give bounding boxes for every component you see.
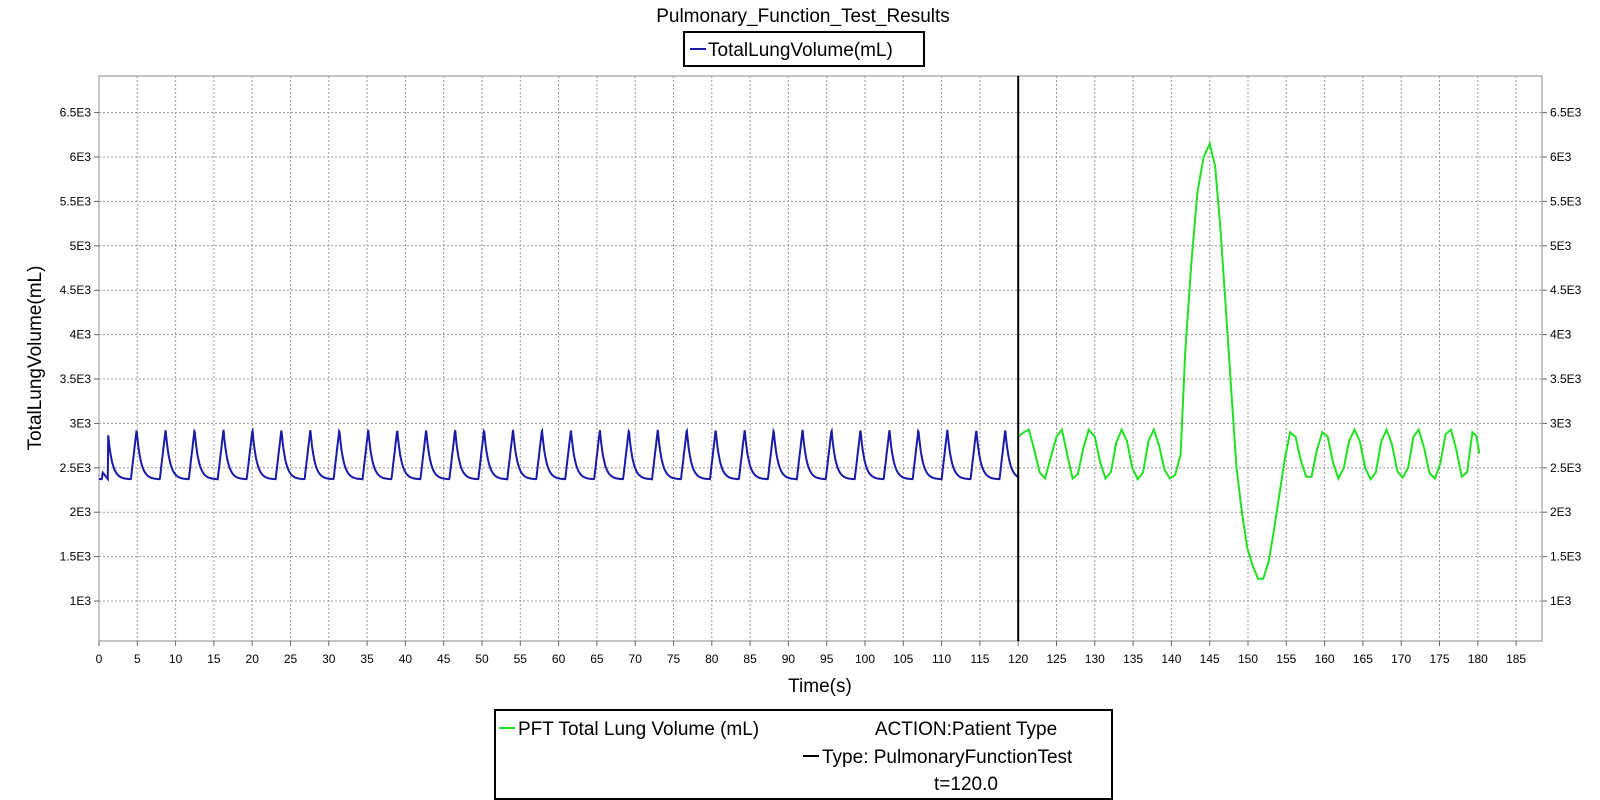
x-tick-label: 160 — [1315, 652, 1335, 666]
y-tick-label-right: 5.5E3 — [1550, 194, 1582, 208]
y-tick-label-left: 4.5E3 — [60, 283, 92, 297]
y-tick-label-left: 5.5E3 — [60, 194, 92, 208]
y-tick-label-right: 3E3 — [1550, 416, 1572, 430]
x-tick-label: 140 — [1161, 652, 1181, 666]
x-tick-label: 110 — [932, 652, 951, 666]
x-tick-label: 155 — [1276, 652, 1296, 666]
x-tick-label: 0 — [96, 652, 103, 666]
x-tick-label: 180 — [1468, 652, 1488, 666]
y-tick-label-left: 3.5E3 — [60, 372, 92, 386]
x-tick-label: 90 — [782, 652, 796, 666]
y-tick-label-left: 3E3 — [70, 416, 92, 430]
y-axis-left: 1E3 1.5E3 2E3 2.5E3 3E3 3.5E3 4E3 4.5E3 5E3 5.5E3… — [60, 106, 99, 608]
y-tick-label-left: 6.5E3 — [60, 106, 92, 120]
y-axis-right: 1E3 1.5E3 2E3 2.5E3 3E3 3.5E3 4E3 4.5E3 5E3 5.5E3… — [1542, 106, 1582, 608]
plot-area — [98, 75, 1543, 642]
x-tick-label: 95 — [820, 652, 834, 666]
grid — [98, 76, 1542, 641]
x-tick-label: 80 — [705, 652, 719, 666]
y-tick-label-left: 1.5E3 — [60, 550, 92, 564]
y-tick-label-right: 1.5E3 — [1550, 550, 1582, 564]
y-tick-label-right: 2E3 — [1550, 505, 1572, 519]
x-tick-label: 150 — [1238, 652, 1258, 666]
x-tick-label: 10 — [169, 652, 183, 666]
x-tick-label: 35 — [360, 652, 374, 666]
bottom-legend-action-line2: Type: PulmonaryFunctionTest — [822, 747, 1073, 768]
series-total-lung-volume-line — [98, 427, 1019, 482]
x-axis: 0 5 10 15 20 25 30 35 40 45 50 55 60 65 70 75 80 85 90 95 10… — [96, 641, 1526, 666]
x-tick-label: 65 — [590, 652, 604, 666]
top-legend-box — [683, 31, 925, 67]
x-tick-label: 45 — [437, 652, 451, 666]
bottom-legend-pft-label: PFT Total Lung Volume (mL) — [518, 719, 759, 740]
x-tick-label: 135 — [1123, 652, 1143, 666]
y-tick-label-left: 1E3 — [70, 594, 92, 608]
y-tick-label-right: 2.5E3 — [1550, 461, 1582, 475]
x-tick-label: 50 — [475, 652, 489, 666]
y-tick-label-right: 4E3 — [1550, 328, 1572, 342]
y-tick-label-right: 3.5E3 — [1550, 372, 1582, 386]
y-tick-label-right: 6.5E3 — [1550, 106, 1582, 120]
top-legend: TotalLungVolume(mL) — [683, 31, 925, 67]
x-tick-label: 115 — [970, 652, 989, 666]
x-tick-label: 25 — [284, 652, 298, 666]
bottom-legend: PFT Total Lung Volume (mL) ACTION:Patien… — [494, 709, 1113, 800]
y-tick-label-left: 2E3 — [70, 505, 92, 519]
x-axis-title: Time(s) — [788, 676, 852, 697]
chart-title: Pulmonary_Function_Test_Results — [656, 6, 950, 27]
bottom-legend-action-line1: ACTION:Patient Type — [875, 719, 1057, 740]
x-tick-label: 100 — [855, 652, 875, 666]
y-tick-label-right: 1E3 — [1550, 594, 1572, 608]
x-tick-label: 130 — [1085, 652, 1105, 666]
x-tick-label: 145 — [1200, 652, 1220, 666]
y-tick-label-right: 5E3 — [1550, 239, 1572, 253]
top-legend-label: TotalLungVolume(mL) — [708, 40, 893, 61]
x-tick-label: 85 — [743, 652, 757, 666]
x-tick-label: 165 — [1353, 652, 1373, 666]
y-tick-label-left: 4E3 — [70, 328, 92, 342]
x-tick-label: 5 — [134, 652, 141, 666]
x-tick-label: 40 — [399, 652, 413, 666]
x-tick-label: 170 — [1391, 652, 1411, 666]
x-tick-label: 30 — [322, 652, 336, 666]
bottom-legend-box — [494, 709, 1113, 800]
y-tick-label-right: 6E3 — [1550, 150, 1572, 164]
x-tick-label: 120 — [1008, 652, 1028, 666]
x-tick-label: 185 — [1506, 652, 1526, 666]
x-tick-label: 75 — [667, 652, 681, 666]
x-tick-label: 175 — [1429, 652, 1449, 666]
y-tick-label-left: 2.5E3 — [60, 461, 92, 475]
x-tick-label: 60 — [552, 652, 566, 666]
x-tick-label: 55 — [514, 652, 528, 666]
x-tick-label: 15 — [207, 652, 221, 666]
y-axis-title: TotalLungVolume(mL) — [25, 266, 46, 451]
x-tick-label: 105 — [893, 652, 913, 666]
x-tick-label: 20 — [246, 652, 260, 666]
y-tick-label-left: 6E3 — [70, 150, 92, 164]
y-tick-label-left: 5E3 — [70, 239, 92, 253]
y-tick-label-right: 4.5E3 — [1550, 283, 1582, 297]
series-pft-total-lung-volume-line — [1017, 140, 1481, 580]
bottom-legend-action-line3: t=120.0 — [934, 774, 998, 795]
x-tick-label: 70 — [629, 652, 643, 666]
x-tick-label: 125 — [1046, 652, 1066, 666]
